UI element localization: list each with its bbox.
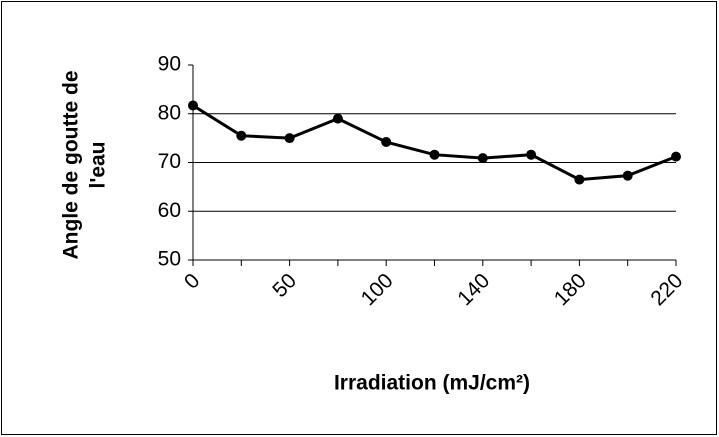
data-point <box>188 100 198 111</box>
data-point <box>477 153 488 164</box>
data-point <box>332 113 343 124</box>
y-tick-label: 80 <box>158 101 181 124</box>
data-point <box>671 151 681 162</box>
data-point <box>381 137 392 148</box>
data-point <box>236 130 247 141</box>
x-axis-title: Irradiation (mJ/cm²) <box>334 372 530 395</box>
y-tick-label: 50 <box>158 248 181 271</box>
y-tick-label: 90 <box>158 53 181 76</box>
y-tick-label: 60 <box>158 199 181 222</box>
data-point <box>526 149 537 160</box>
data-point <box>622 170 633 181</box>
data-point <box>284 133 295 144</box>
data-point <box>574 174 585 185</box>
y-axis-title: Angle de goutte de l'eau <box>60 71 110 260</box>
y-axis-title-line: Angle de goutte de <box>60 71 83 260</box>
y-tick-label: 70 <box>158 150 181 173</box>
data-point <box>429 149 440 160</box>
y-axis-title-line: l'eau <box>87 141 110 188</box>
